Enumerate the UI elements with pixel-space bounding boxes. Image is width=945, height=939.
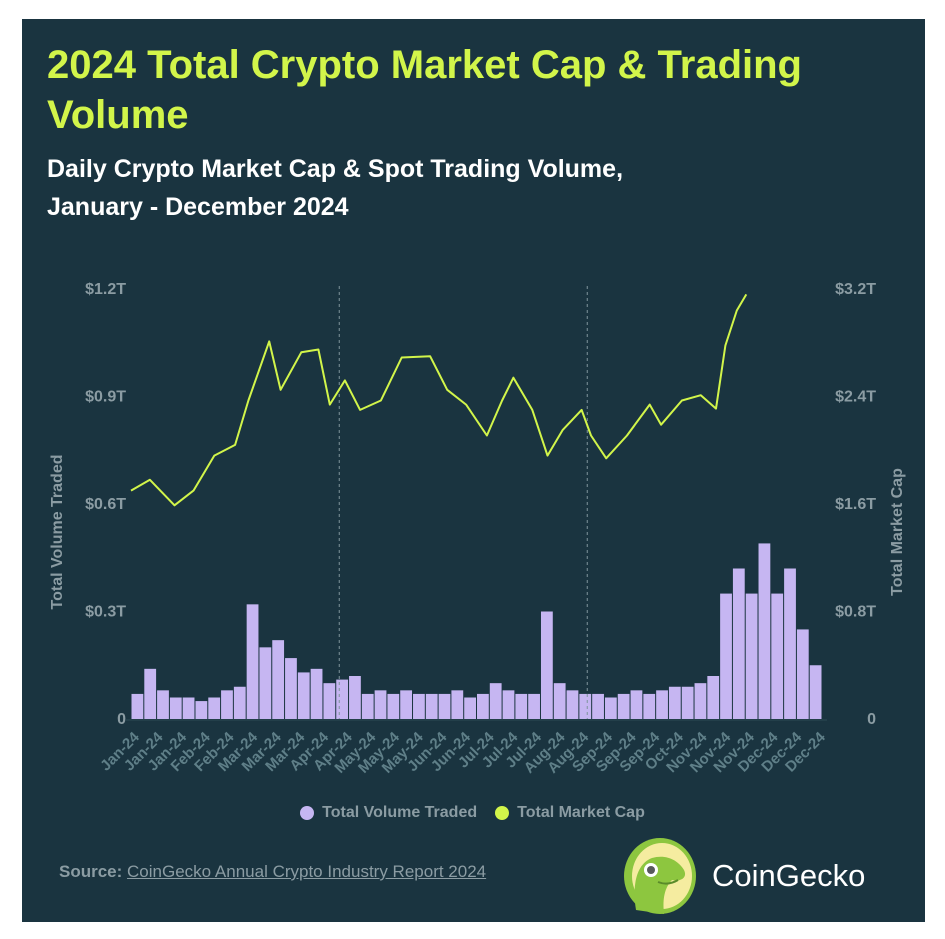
volume-bar [451, 690, 464, 719]
y-right-tick-label: $2.4T [835, 389, 876, 406]
volume-bar [272, 640, 285, 719]
volume-bar [720, 593, 732, 719]
volume-bar [259, 647, 272, 719]
chart-title: 2024 Total Crypto Market Cap & Trading V… [47, 43, 802, 137]
volume-bar [784, 568, 796, 719]
volume-bar [566, 690, 579, 719]
volume-bar [195, 701, 208, 719]
volume-bar [732, 568, 745, 719]
volume-bar [208, 697, 221, 719]
y-left-tick-label: $0.9T [85, 389, 126, 406]
market-cap-line [130, 293, 748, 507]
volume-bar [553, 683, 566, 719]
legend-item-market-cap[interactable]: Total Market Cap [495, 804, 645, 822]
volume-bar [681, 686, 694, 719]
volume-bar [592, 693, 604, 719]
volume-bar [630, 690, 643, 719]
volume-bar [489, 683, 502, 719]
source-note: Source: CoinGecko Annual Crypto Industry… [59, 862, 486, 882]
volume-bar [643, 693, 656, 719]
volume-bar [297, 672, 310, 719]
combo-chart: 0 $0.3T $0.6T $0.9T $1.2T 0 $0.8T $1.6T $2.4T $3.… [49, 281, 906, 777]
volume-bar [285, 658, 297, 719]
volume-bar [771, 593, 784, 719]
chart-subtitle: Daily Crypto Market Cap & Spot Trading V… [47, 150, 867, 226]
volume-bar [361, 693, 374, 719]
gecko-icon [624, 838, 696, 914]
y-left-tick-label: $0.3T [85, 604, 126, 621]
volume-bar [349, 676, 361, 719]
volume-bar [796, 629, 809, 719]
volume-bar [477, 693, 489, 719]
volume-bar [540, 611, 553, 719]
volume-bar [157, 690, 169, 719]
subtitle-line-1: Daily Crypto Market Cap & Spot Trading V… [47, 155, 624, 183]
volume-bar [413, 693, 425, 719]
volume-bar [656, 690, 668, 719]
volume-bar [617, 693, 630, 719]
volume-bar [502, 690, 515, 719]
legend-item-volume[interactable]: Total Volume Traded [300, 804, 477, 822]
y-right-tick-label: $1.6T [835, 496, 876, 513]
volume-bar [323, 683, 336, 719]
volume-bar [246, 604, 259, 719]
legend-swatch-volume [300, 806, 315, 820]
y-left-axis-label: Total Volume Traded [49, 455, 66, 610]
legend-label-market-cap: Total Market Cap [517, 804, 645, 821]
y-left-tick-label: 0 [117, 711, 126, 728]
volume-bar [694, 683, 707, 719]
volume-bar [758, 543, 771, 719]
volume-bar [310, 668, 323, 719]
volume-bar [515, 693, 528, 719]
volume-bar [221, 690, 233, 719]
legend-swatch-market-cap [495, 806, 510, 820]
y-right-tick-label: 0 [867, 711, 876, 728]
volume-bar [425, 693, 438, 719]
volume-bar [400, 690, 413, 719]
source-label: Source: [59, 862, 123, 881]
legend: Total Volume Traded Total Market Cap [0, 804, 945, 822]
volume-bar [528, 693, 540, 719]
volume-bar [233, 686, 246, 719]
volume-bar [579, 693, 592, 719]
y-left-tick-label: $0.6T [85, 496, 126, 513]
volume-bar [336, 679, 349, 719]
volume-bar [374, 690, 387, 719]
volume-bar [464, 697, 476, 719]
volume-bar [809, 665, 822, 719]
volume-bar [144, 668, 157, 719]
y-right-tick-label: $0.8T [835, 604, 876, 621]
coingecko-logo[interactable]: CoinGecko [622, 836, 865, 916]
volume-bar [668, 686, 681, 719]
subtitle-line-2: January - December 2024 [47, 193, 349, 221]
y-right-tick-label: $3.2T [835, 281, 876, 298]
volume-bar [182, 697, 195, 719]
volume-bar [707, 676, 720, 719]
volume-bar [745, 593, 758, 719]
volume-bar [131, 693, 144, 719]
legend-label-volume: Total Volume Traded [322, 804, 478, 821]
volume-bar [604, 697, 617, 719]
y-right-axis-label: Total Market Cap [889, 468, 906, 596]
y-left-tick-label: $1.2T [85, 281, 126, 298]
volume-bar [438, 693, 451, 719]
chart-card [22, 19, 925, 922]
brand-name: CoinGecko [712, 858, 866, 893]
volume-bar [387, 693, 400, 719]
source-link[interactable]: CoinGecko Annual Crypto Industry Report … [127, 862, 487, 881]
volume-bar [169, 697, 182, 719]
